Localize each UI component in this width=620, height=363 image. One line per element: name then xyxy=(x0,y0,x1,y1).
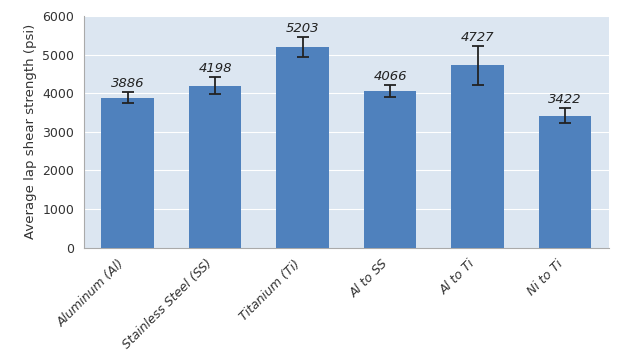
Y-axis label: Average lap shear strength (psi): Average lap shear strength (psi) xyxy=(24,24,37,240)
Bar xyxy=(277,47,329,248)
Text: 4727: 4727 xyxy=(461,31,494,44)
Text: 3886: 3886 xyxy=(111,77,144,90)
Bar xyxy=(101,98,154,248)
Bar xyxy=(539,115,591,248)
Text: 5203: 5203 xyxy=(286,22,319,35)
Text: 4066: 4066 xyxy=(373,70,407,83)
Bar xyxy=(364,91,417,248)
Bar xyxy=(451,65,504,248)
Text: 4198: 4198 xyxy=(198,62,232,75)
Text: 3422: 3422 xyxy=(548,93,582,106)
Bar xyxy=(189,86,241,248)
